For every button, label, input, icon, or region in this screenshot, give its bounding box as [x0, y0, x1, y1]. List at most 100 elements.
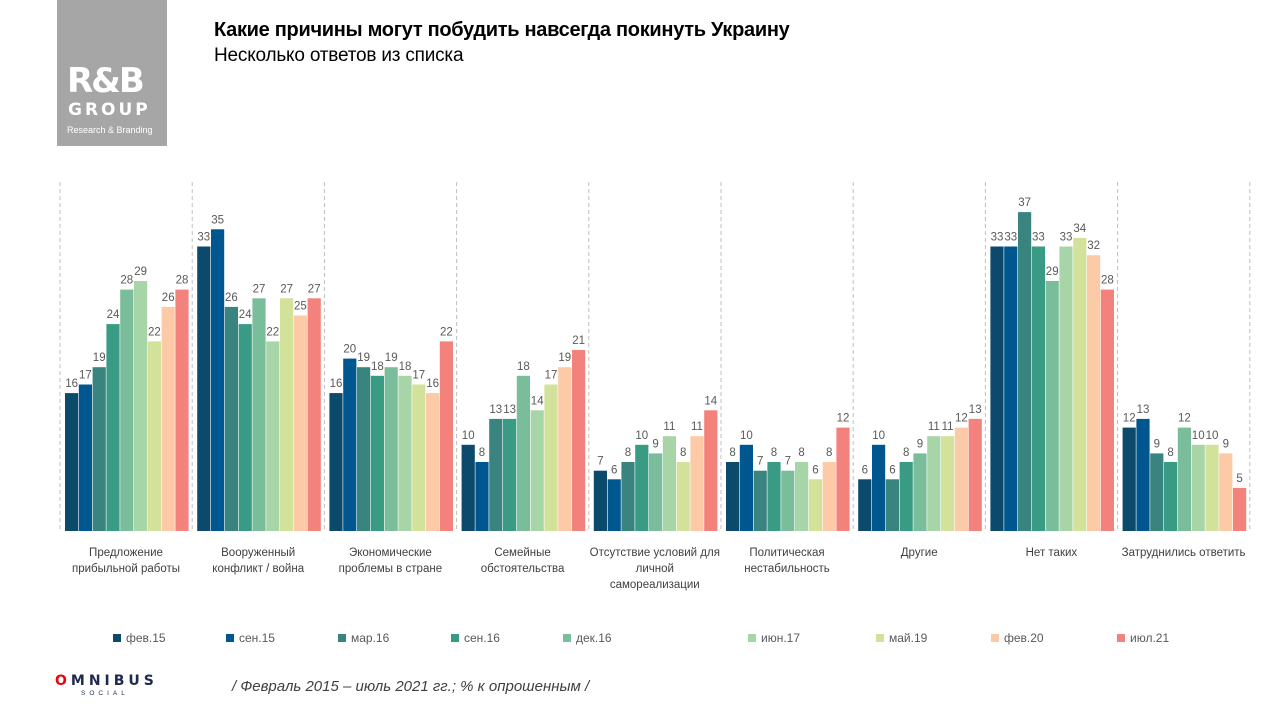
bar — [1233, 487, 1247, 531]
chart-subtitle: Несколько ответов из списка — [214, 45, 464, 66]
data-label: 8 — [771, 447, 777, 459]
legend-item: фев.20 — [991, 631, 1044, 645]
legend-swatch — [113, 634, 121, 642]
data-label: 17 — [412, 370, 425, 382]
bar — [1122, 427, 1136, 531]
logo-line-2: GROUP — [68, 100, 151, 120]
bar — [147, 341, 161, 531]
legend-swatch — [1117, 634, 1125, 642]
bar — [795, 462, 809, 531]
data-label: 8 — [1167, 447, 1173, 459]
data-label: 20 — [343, 344, 356, 356]
data-label: 6 — [889, 464, 895, 476]
legend-swatch — [991, 634, 999, 642]
category-label: Политическая нестабильность — [744, 547, 830, 575]
bar — [357, 367, 371, 531]
legend-label: май.19 — [889, 631, 928, 645]
data-label: 10 — [872, 430, 885, 442]
legend-swatch — [451, 634, 459, 642]
category-label: Экономические проблемы в стране — [338, 547, 443, 575]
bar — [621, 462, 635, 531]
legend-label: фев.20 — [1004, 631, 1044, 645]
bar — [836, 427, 850, 531]
data-label: 25 — [294, 301, 307, 313]
data-label: 11 — [663, 421, 675, 433]
bar — [211, 229, 225, 532]
data-label: 22 — [148, 326, 161, 338]
legend-swatch — [226, 634, 234, 642]
bar — [252, 298, 266, 531]
bar — [1205, 444, 1219, 531]
bar — [858, 479, 872, 531]
bar — [266, 341, 280, 531]
logo-line-3: Research & Branding — [67, 125, 153, 135]
data-label: 9 — [1154, 438, 1160, 450]
legend-item: сен.15 — [226, 631, 275, 645]
data-label: 22 — [266, 326, 279, 338]
data-label: 8 — [903, 447, 909, 459]
bar — [941, 436, 955, 531]
data-label: 11 — [928, 421, 940, 433]
bar — [398, 375, 412, 531]
data-label: 33 — [197, 232, 210, 244]
data-label: 19 — [357, 352, 370, 364]
data-label: 19 — [558, 352, 571, 364]
data-label: 12 — [955, 413, 968, 425]
bar — [1191, 444, 1205, 531]
data-label: 32 — [1087, 240, 1100, 252]
legend-item: сен.16 — [451, 631, 500, 645]
bar — [92, 367, 106, 531]
data-label: 13 — [1137, 404, 1150, 416]
legend-label: июл.21 — [1130, 631, 1170, 645]
bar — [544, 384, 558, 531]
bar — [120, 289, 134, 531]
data-label: 22 — [440, 326, 453, 338]
bar — [65, 393, 79, 531]
category-label: Предложение прибыльной работы — [71, 547, 181, 575]
bar — [175, 289, 189, 531]
bar — [704, 410, 718, 531]
bar — [426, 393, 440, 531]
data-label: 37 — [1018, 197, 1031, 209]
data-label: 29 — [134, 266, 147, 278]
legend-swatch — [876, 634, 884, 642]
data-label: 33 — [1032, 232, 1045, 244]
bar — [516, 375, 530, 531]
bar — [1059, 246, 1073, 531]
bar — [530, 410, 544, 531]
data-label: 27 — [308, 283, 321, 295]
bar — [1136, 418, 1150, 531]
category-label: Другие — [900, 547, 938, 559]
footnote: / Февраль 2015 – июль 2021 гг.; % к опро… — [232, 678, 590, 695]
bar — [662, 436, 676, 531]
data-label: 18 — [399, 361, 412, 373]
omnibus-o-mark: O — [55, 673, 71, 689]
data-label: 16 — [426, 378, 439, 390]
data-label: 28 — [1101, 275, 1114, 287]
bar — [767, 462, 781, 531]
bar — [808, 479, 822, 531]
data-label: 12 — [1178, 413, 1191, 425]
data-label: 6 — [611, 464, 617, 476]
data-label: 12 — [837, 413, 850, 425]
data-label: 33 — [1060, 232, 1073, 244]
data-label: 19 — [93, 352, 106, 364]
data-label: 11 — [942, 421, 954, 433]
legend-item: май.19 — [876, 631, 927, 645]
legend-label: июн.17 — [761, 631, 801, 645]
data-label: 10 — [1206, 430, 1219, 442]
data-label: 18 — [371, 361, 384, 373]
bar — [1031, 246, 1045, 531]
data-label: 18 — [517, 361, 530, 373]
omnibus-logo: OMNIBUS SOCIAL — [55, 673, 158, 697]
data-label: 8 — [680, 447, 686, 459]
data-label: 6 — [862, 464, 868, 476]
data-label: 10 — [462, 430, 475, 442]
bar — [1087, 255, 1101, 531]
bar — [990, 246, 1004, 531]
data-label: 33 — [991, 232, 1004, 244]
data-label: 27 — [280, 283, 293, 295]
data-label: 35 — [211, 214, 224, 226]
